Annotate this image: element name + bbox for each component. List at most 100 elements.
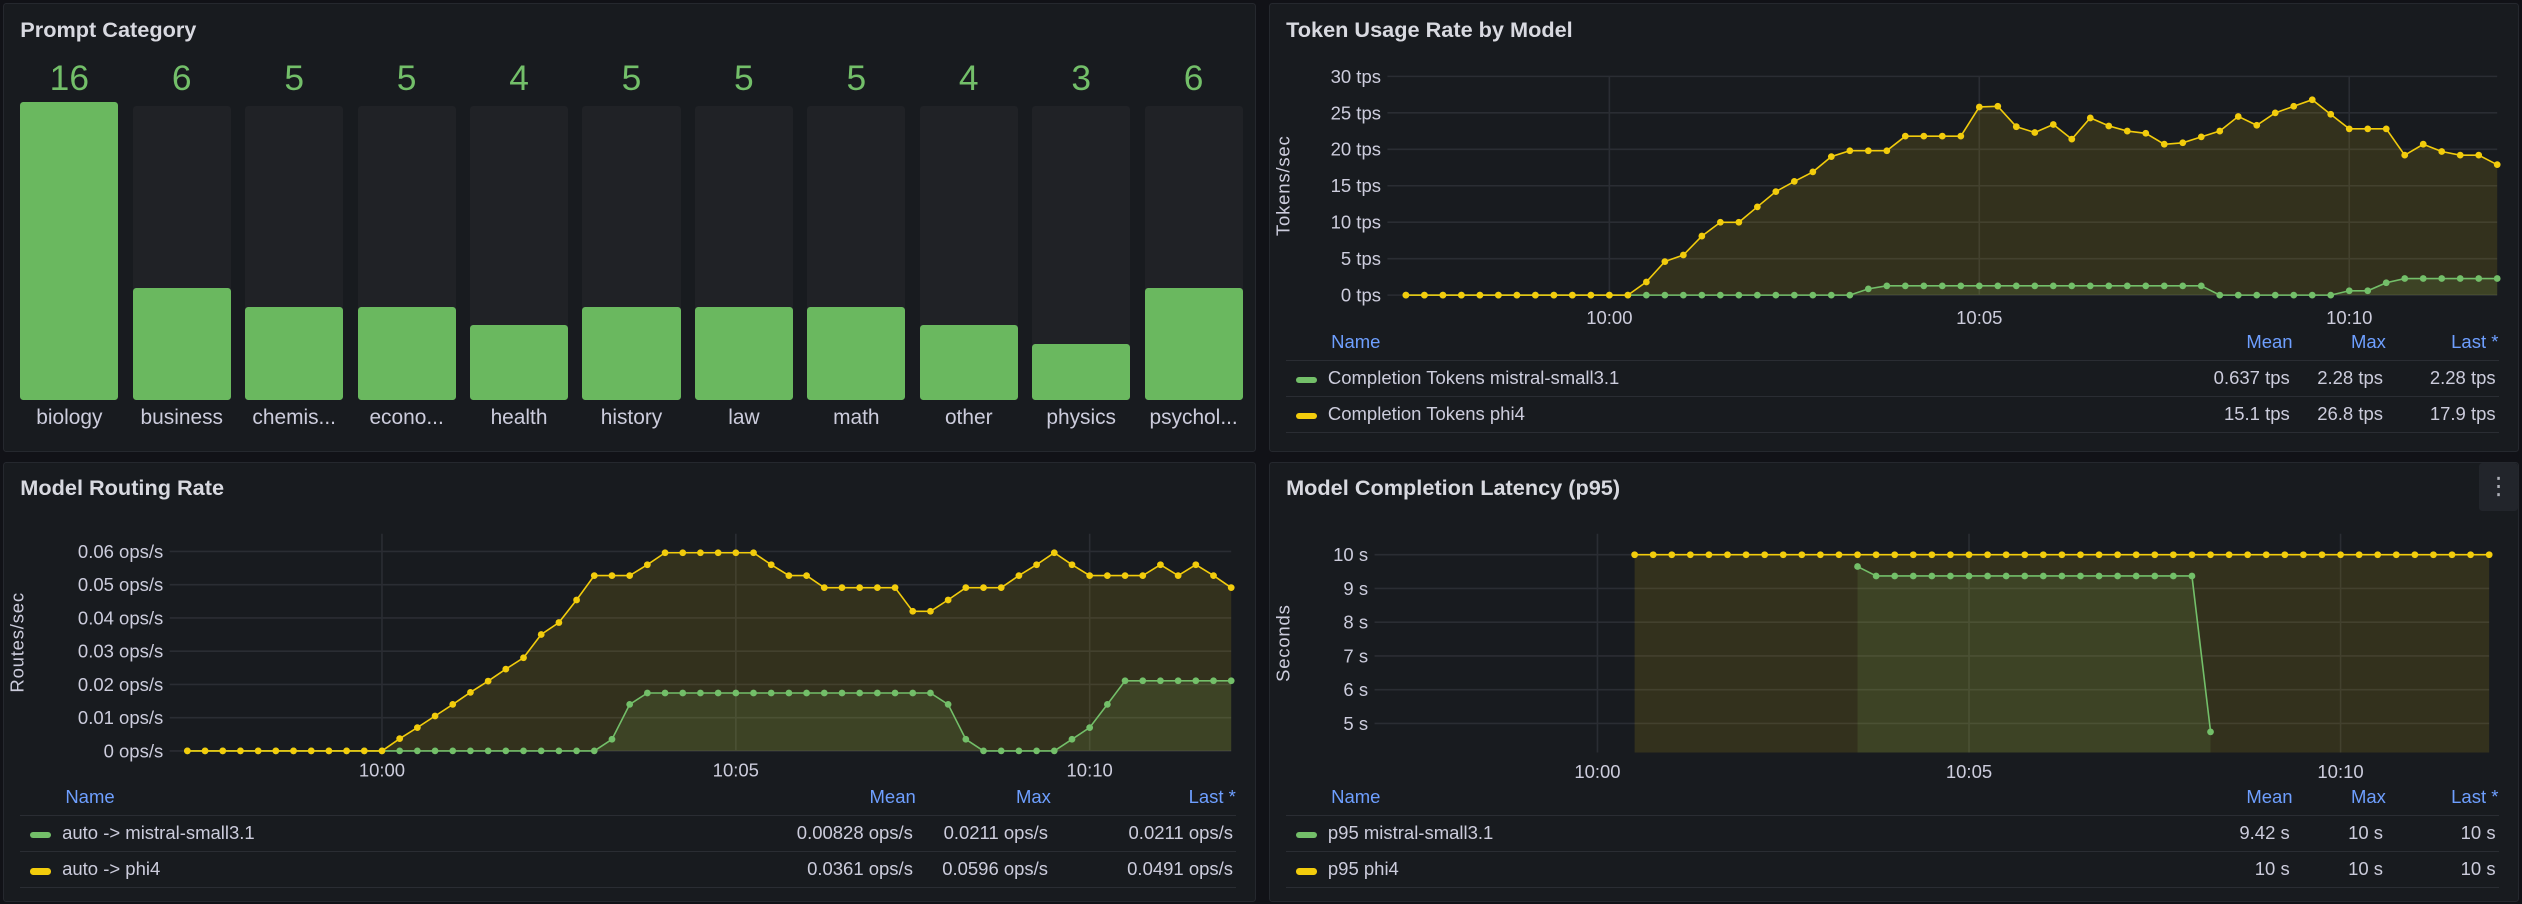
data-point[interactable]	[2448, 550, 2456, 558]
data-point[interactable]	[2077, 550, 2084, 558]
data-point[interactable]	[1947, 572, 1954, 579]
data-point[interactable]	[2308, 291, 2316, 299]
data-point[interactable]	[2049, 121, 2057, 129]
data-point[interactable]	[2142, 130, 2150, 137]
legend-row[interactable]: auto -> phi4 0.0361 ops/s 0.0596 ops/s 0.04…	[20, 851, 1237, 887]
data-point[interactable]	[431, 747, 439, 754]
data-point[interactable]	[449, 700, 457, 708]
data-point[interactable]	[1790, 178, 1798, 185]
data-point[interactable]	[2364, 287, 2372, 295]
data-point[interactable]	[2151, 572, 2159, 579]
data-point[interactable]	[431, 712, 439, 719]
data-point[interactable]	[2132, 550, 2140, 558]
data-point[interactable]	[1532, 291, 1539, 299]
data-point[interactable]	[608, 571, 616, 579]
legend-row[interactable]: Completion Tokens phi4 15.1 tps 26.8 tps 17…	[1286, 395, 2499, 432]
data-point[interactable]	[2002, 572, 2010, 579]
data-point[interactable]	[1753, 291, 1761, 299]
data-point[interactable]	[697, 689, 705, 697]
data-point[interactable]	[2234, 291, 2242, 299]
data-point[interactable]	[2012, 282, 2020, 290]
data-point[interactable]	[768, 689, 775, 697]
data-point[interactable]	[502, 747, 510, 754]
data-point[interactable]	[874, 583, 881, 591]
data-point[interactable]	[803, 571, 811, 579]
data-point[interactable]	[2253, 291, 2261, 299]
data-point[interactable]	[626, 571, 634, 579]
data-point[interactable]	[237, 747, 245, 754]
data-point[interactable]	[768, 560, 775, 568]
data-point[interactable]	[1772, 291, 1780, 299]
data-point[interactable]	[2179, 139, 2187, 147]
data-point[interactable]	[1631, 550, 1639, 558]
data-point[interactable]	[2132, 572, 2140, 579]
bar-health[interactable]	[469, 325, 569, 400]
data-point[interactable]	[414, 747, 421, 754]
data-point[interactable]	[1864, 147, 1872, 155]
data-point[interactable]	[538, 630, 545, 638]
data-point[interactable]	[2456, 275, 2464, 283]
data-point[interactable]	[2086, 282, 2094, 290]
data-point[interactable]	[2105, 122, 2113, 130]
data-point[interactable]	[308, 747, 315, 754]
data-point[interactable]	[1761, 550, 1769, 558]
legend-header-last[interactable]: Last *	[2451, 785, 2499, 807]
data-point[interactable]	[1872, 550, 1880, 558]
data-point[interactable]	[838, 689, 846, 697]
data-point[interactable]	[2271, 291, 2279, 299]
data-point[interactable]	[2188, 572, 2196, 579]
data-point[interactable]	[591, 747, 598, 754]
legend-header-max[interactable]: Max	[2350, 330, 2386, 352]
data-point[interactable]	[1210, 676, 1218, 684]
data-point[interactable]	[2123, 282, 2131, 290]
data-point[interactable]	[1994, 282, 2002, 290]
data-point[interactable]	[1742, 550, 1750, 558]
data-point[interactable]	[1513, 291, 1521, 299]
data-point[interactable]	[1476, 291, 1484, 299]
data-point[interactable]	[378, 747, 386, 754]
data-point[interactable]	[2290, 291, 2298, 299]
data-point[interactable]	[1984, 572, 1991, 579]
data-point[interactable]	[2438, 148, 2446, 156]
data-point[interactable]	[1735, 291, 1743, 299]
data-point[interactable]	[2345, 287, 2353, 295]
data-point[interactable]	[1809, 291, 1817, 299]
data-point[interactable]	[2430, 550, 2437, 558]
data-point[interactable]	[732, 548, 740, 556]
data-point[interactable]	[838, 583, 846, 591]
data-point[interactable]	[1192, 560, 1200, 568]
bar-history[interactable]	[582, 306, 681, 400]
data-point[interactable]	[2169, 572, 2177, 579]
data-point[interactable]	[1735, 219, 1743, 226]
data-point[interactable]	[2068, 135, 2076, 143]
data-point[interactable]	[2467, 550, 2474, 558]
data-point[interactable]	[1835, 550, 1843, 558]
data-point[interactable]	[785, 689, 793, 697]
data-point[interactable]	[2456, 151, 2464, 159]
data-point[interactable]	[909, 689, 917, 697]
series-1[interactable]	[184, 548, 1235, 754]
data-point[interactable]	[803, 689, 811, 697]
data-point[interactable]	[1698, 291, 1706, 299]
data-point[interactable]	[2411, 550, 2419, 558]
legend-header-name[interactable]: Name	[1331, 785, 1381, 807]
data-point[interactable]	[821, 689, 828, 697]
data-point[interactable]	[1624, 291, 1632, 299]
data-point[interactable]	[1569, 291, 1576, 299]
data-point[interactable]	[661, 689, 669, 697]
data-point[interactable]	[1698, 232, 1706, 240]
data-point[interactable]	[2308, 96, 2316, 104]
data-point[interactable]	[1649, 550, 1657, 558]
data-point[interactable]	[1550, 291, 1558, 299]
series-1[interactable]	[1631, 550, 2493, 558]
data-point[interactable]	[2355, 550, 2363, 558]
data-point[interactable]	[1668, 550, 1676, 558]
data-point[interactable]	[520, 747, 528, 754]
data-point[interactable]	[856, 583, 864, 591]
data-point[interactable]	[2345, 125, 2353, 133]
data-point[interactable]	[750, 548, 758, 556]
data-point[interactable]	[254, 747, 262, 754]
data-point[interactable]	[2337, 550, 2344, 558]
data-point[interactable]	[785, 571, 793, 579]
legend-header-last[interactable]: Last *	[2451, 330, 2499, 352]
